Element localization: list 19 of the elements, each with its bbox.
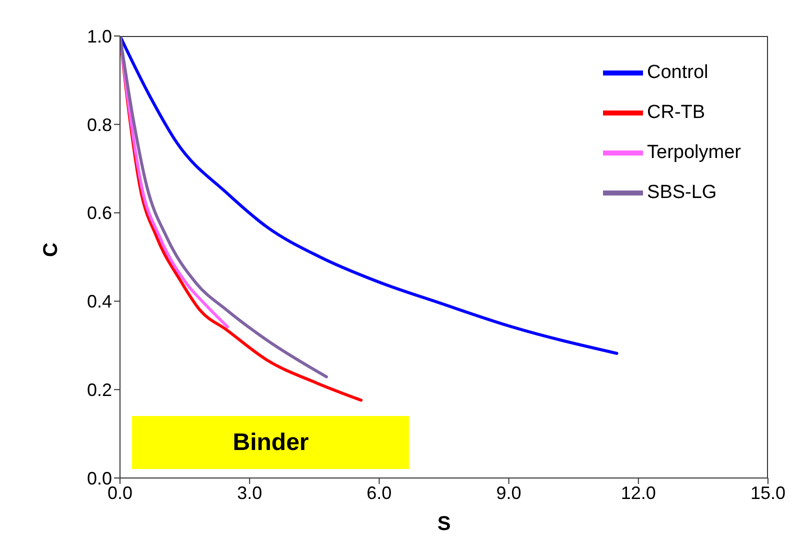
- line-series: [120, 36, 328, 378]
- label-box: Binder: [132, 416, 410, 470]
- y-tick-label: 0.8: [86, 114, 112, 135]
- y-tick-label: 0.2: [86, 380, 112, 400]
- legend-label: SBS-LG: [647, 182, 717, 204]
- y-tick-label: 1.0: [86, 26, 112, 46]
- y-axis-title: C: [40, 242, 62, 257]
- y-tick-label: 0.4: [86, 292, 112, 312]
- x-tick-label: 3.0: [237, 482, 262, 503]
- x-tick-label: 12.0: [620, 482, 656, 503]
- x-tick-label: 9.0: [496, 482, 522, 503]
- x-tick-label: 6.0: [366, 482, 392, 503]
- legend-label: Control: [647, 62, 708, 84]
- y-tick-label: 0.6: [86, 203, 112, 224]
- x-tick-label: 15.0: [750, 482, 786, 503]
- x-axis-title: S: [437, 513, 451, 535]
- line-series: [120, 36, 618, 355]
- legend-label: Terpolymer: [647, 142, 741, 164]
- legend-label: CR-TB: [647, 102, 706, 124]
